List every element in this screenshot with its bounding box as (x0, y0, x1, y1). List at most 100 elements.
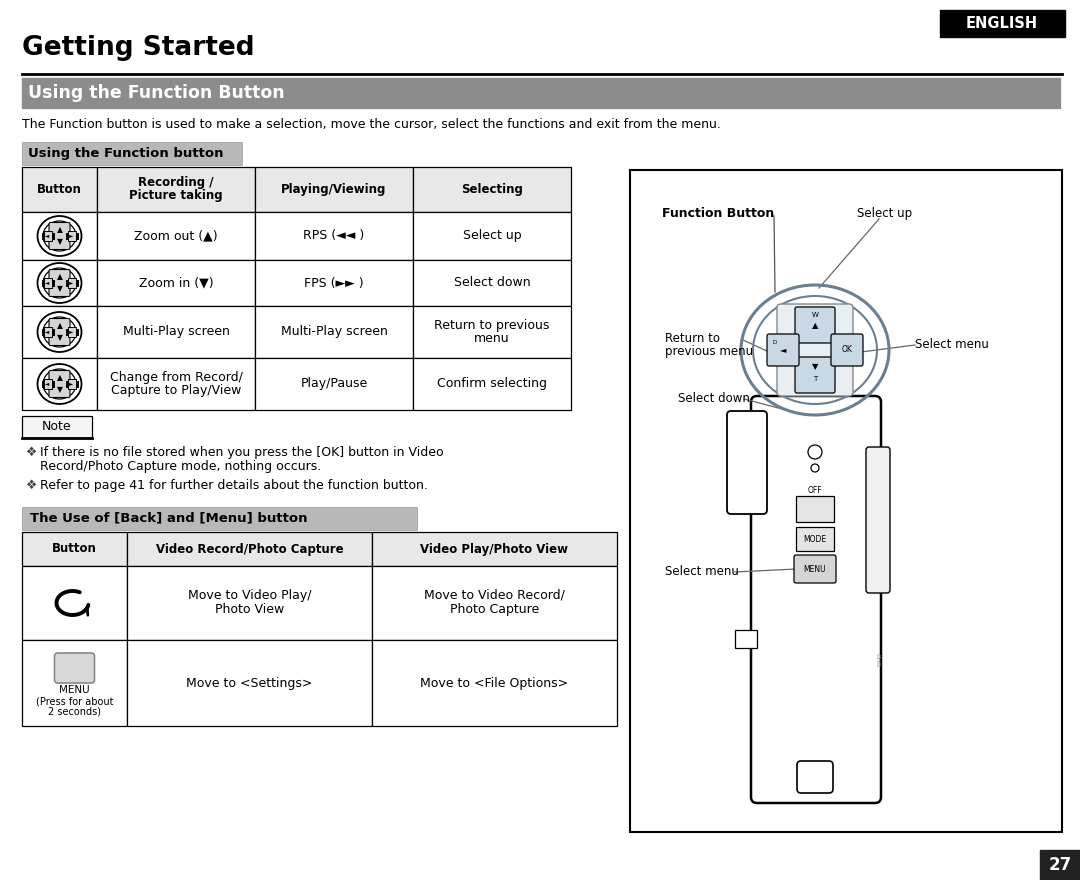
Text: ◄: ◄ (45, 329, 50, 334)
Text: Confirm selecting: Confirm selecting (437, 378, 546, 391)
FancyBboxPatch shape (831, 334, 863, 366)
Text: Using the Function Button: Using the Function Button (28, 84, 285, 102)
Text: The Function button is used to make a selection, move the cursor, select the fun: The Function button is used to make a se… (22, 118, 720, 131)
Text: Select up: Select up (462, 230, 522, 243)
Bar (255, 212, 413, 260)
Text: ▲: ▲ (56, 321, 63, 330)
Text: D: D (773, 340, 778, 345)
FancyBboxPatch shape (866, 447, 890, 593)
FancyBboxPatch shape (54, 653, 95, 683)
Text: 2 seconds): 2 seconds) (48, 706, 102, 716)
Text: Video Record/Photo Capture: Video Record/Photo Capture (156, 542, 343, 555)
Text: Zoom out (▲): Zoom out (▲) (134, 230, 218, 243)
Text: Select up: Select up (858, 207, 913, 220)
Bar (255, 358, 413, 410)
Text: Play/Pause: Play/Pause (300, 378, 367, 391)
Text: Playing/Viewing: Playing/Viewing (281, 183, 387, 196)
Bar (67, 278, 76, 288)
Text: 27: 27 (1049, 856, 1071, 874)
Text: ◄: ◄ (45, 233, 50, 238)
Bar (22, 640, 127, 726)
Bar (22, 416, 92, 438)
Text: Multi-Play screen: Multi-Play screen (122, 326, 229, 339)
Bar (413, 167, 571, 212)
FancyBboxPatch shape (49, 319, 70, 346)
Text: Function Button: Function Button (662, 207, 774, 220)
Text: ◄: ◄ (780, 346, 786, 355)
Text: ►: ► (69, 329, 73, 334)
Text: Button: Button (52, 542, 97, 555)
Text: W: W (811, 312, 819, 318)
Circle shape (811, 464, 819, 472)
Bar (22, 167, 97, 212)
Bar (127, 640, 372, 726)
Text: Recording /: Recording / (138, 176, 214, 189)
Bar (22, 142, 242, 165)
FancyBboxPatch shape (795, 357, 835, 393)
Text: ◄: ◄ (45, 281, 50, 285)
Bar (22, 358, 97, 410)
Text: ▲: ▲ (56, 373, 63, 382)
Text: Select down: Select down (454, 276, 530, 290)
Bar (255, 306, 413, 358)
Bar (22, 507, 417, 530)
Text: Move to <Settings>: Move to <Settings> (187, 677, 313, 690)
Text: (Press for about: (Press for about (36, 696, 113, 706)
Text: ▲: ▲ (812, 321, 819, 330)
Text: Multi-Play screen: Multi-Play screen (281, 326, 388, 339)
Text: Select down: Select down (678, 392, 750, 405)
Bar (796, 527, 834, 551)
Bar (22, 78, 1059, 108)
Text: Photo Capture: Photo Capture (450, 603, 539, 616)
Text: If there is no file stored when you press the [OK] button in Video: If there is no file stored when you pres… (40, 446, 444, 459)
Bar (43, 231, 52, 241)
Bar (43, 379, 52, 389)
Bar (940, 10, 1065, 37)
Bar (413, 212, 571, 260)
Text: RPS (◄◄ ): RPS (◄◄ ) (303, 230, 365, 243)
FancyBboxPatch shape (49, 370, 70, 398)
Text: Using the Function button: Using the Function button (28, 146, 224, 159)
FancyBboxPatch shape (795, 307, 835, 343)
Text: ▼: ▼ (56, 284, 63, 293)
Text: ▼: ▼ (56, 333, 63, 342)
FancyBboxPatch shape (767, 334, 799, 366)
Bar (67, 327, 76, 337)
Bar (255, 167, 413, 212)
Text: ❖: ❖ (26, 479, 37, 492)
Bar (43, 327, 52, 337)
Text: OK: OK (841, 346, 852, 355)
Text: Select menu: Select menu (915, 338, 989, 351)
FancyBboxPatch shape (794, 555, 836, 583)
Text: ❖: ❖ (26, 446, 37, 459)
Bar (372, 640, 617, 726)
Bar (413, 306, 571, 358)
Text: Move to <File Options>: Move to <File Options> (420, 677, 568, 690)
Bar (127, 566, 372, 640)
Text: ▲: ▲ (56, 272, 63, 281)
Bar (127, 532, 372, 566)
Text: Refer to page 41 for further details about the function button.: Refer to page 41 for further details abo… (40, 479, 428, 492)
Bar (43, 278, 52, 288)
FancyBboxPatch shape (49, 223, 70, 250)
Bar (97, 306, 255, 358)
Text: menu: menu (474, 332, 510, 345)
Bar (735, 630, 757, 648)
Bar (796, 496, 834, 522)
Bar (372, 566, 617, 640)
Text: FPS (►► ): FPS (►► ) (305, 276, 364, 290)
FancyBboxPatch shape (751, 396, 881, 803)
FancyBboxPatch shape (49, 269, 70, 297)
Text: ▼: ▼ (812, 362, 819, 371)
Text: T: T (813, 376, 818, 382)
Text: Change from Record/: Change from Record/ (109, 371, 242, 384)
Text: Zoom in (▼): Zoom in (▼) (138, 276, 214, 290)
Bar (22, 260, 97, 306)
Text: Move to Video Record/: Move to Video Record/ (424, 589, 565, 602)
Text: ▼: ▼ (56, 385, 63, 394)
Text: ►: ► (69, 281, 73, 285)
Text: ◄: ◄ (45, 382, 50, 386)
Circle shape (808, 445, 822, 459)
Text: MODE: MODE (804, 534, 826, 544)
Text: OFF: OFF (808, 486, 822, 495)
